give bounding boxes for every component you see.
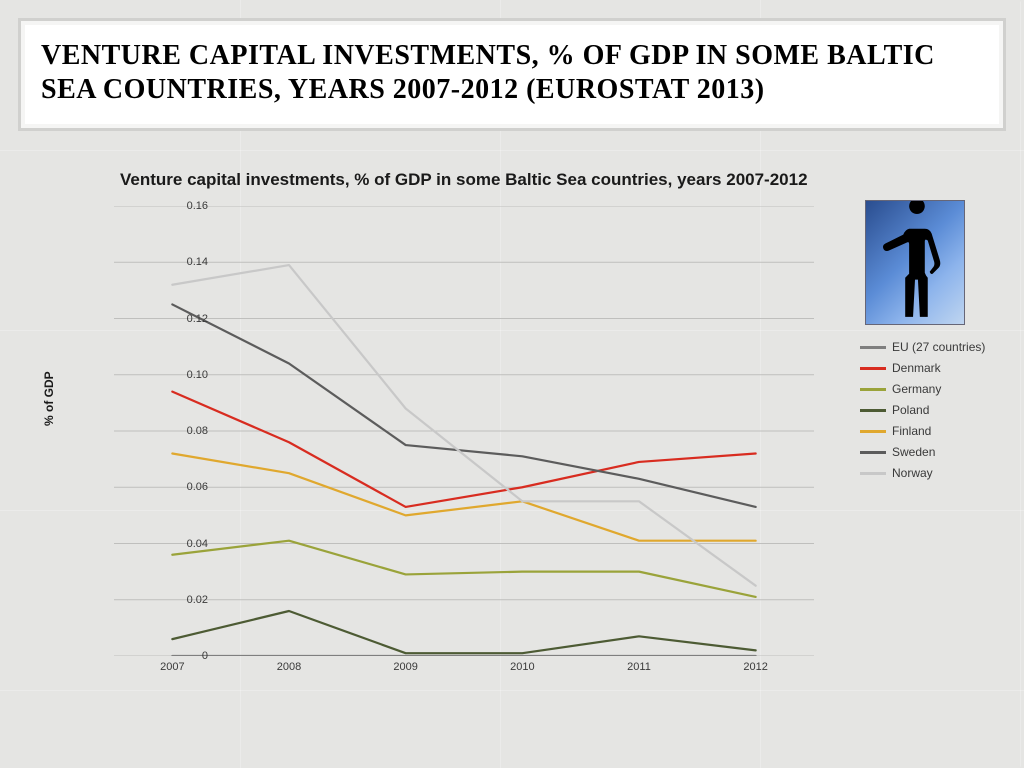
series-sweden [172,304,755,507]
chart-title: Venture capital investments, % of GDP in… [120,170,840,190]
y-tick-label: 0.12 [187,313,208,325]
legend-label: Poland [892,403,929,417]
legend-label: Germany [892,382,941,396]
y-axis-label: % of GDP [42,371,56,426]
legend-item: Germany [860,382,985,396]
y-tick-label: 0.16 [187,200,208,212]
series-germany [172,541,755,597]
y-tick-label: 0 [202,650,208,662]
legend-item: Poland [860,403,985,417]
x-tick-label: 2010 [510,661,534,673]
presenter-image [865,200,965,325]
legend-swatch [860,367,886,370]
y-tick-label: 0.14 [187,256,208,268]
slide: VENTURE CAPITAL INVESTMENTS, % OF GDP IN… [0,0,1024,768]
legend-item: Norway [860,466,985,480]
y-tick-label: 0.04 [187,538,208,550]
legend-label: Sweden [892,445,935,459]
legend-label: Denmark [892,361,941,375]
x-tick-label: 2007 [160,661,184,673]
y-tick-label: 0.10 [187,369,208,381]
legend-swatch [860,472,886,475]
chart-area: % of GDP 0 0.02 0.04 0.06 0.08 0.10 0.12 0.14 0.… [40,196,840,706]
legend-item: Finland [860,424,985,438]
legend-swatch [860,409,886,412]
x-tick-label: 2012 [743,661,767,673]
series-norway [172,265,755,586]
y-tick-label: 0.06 [187,481,208,493]
x-tick-label: 2009 [393,661,417,673]
legend-swatch [860,451,886,454]
y-tick-label: 0.02 [187,594,208,606]
title-panel: VENTURE CAPITAL INVESTMENTS, % OF GDP IN… [18,18,1006,131]
slide-title: VENTURE CAPITAL INVESTMENTS, % OF GDP IN… [41,39,983,106]
legend-swatch [860,430,886,433]
legend-label: EU (27 countries) [892,340,985,354]
legend-item: Sweden [860,445,985,459]
x-tick-label: 2011 [627,661,651,673]
legend-label: Norway [892,466,933,480]
series-denmark [172,392,755,507]
series-poland [172,611,755,653]
legend-label: Finland [892,424,931,438]
legend-item: EU (27 countries) [860,340,985,354]
legend-swatch [860,388,886,391]
line-chart [114,206,814,656]
legend-item: Denmark [860,361,985,375]
chart-legend: EU (27 countries) Denmark Germany Poland Fin… [860,340,985,487]
x-tick-label: 2008 [277,661,301,673]
y-tick-label: 0.08 [187,425,208,437]
chart-wrap: Venture capital investments, % of GDP in… [40,170,840,706]
legend-swatch [860,346,886,349]
